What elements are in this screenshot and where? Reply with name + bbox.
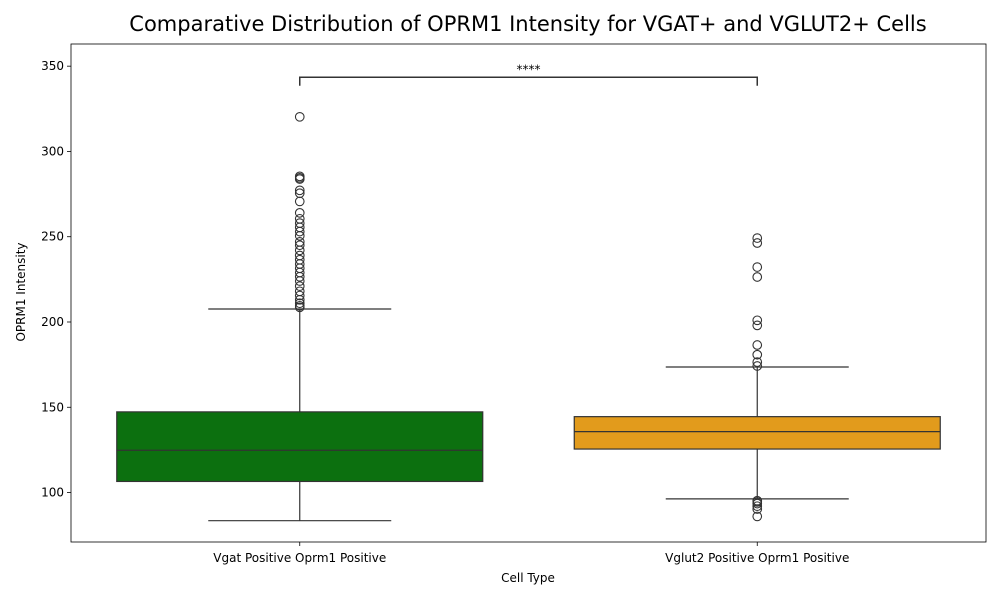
outlier-point (752, 238, 763, 248)
outlier-point (752, 233, 763, 243)
axes-frame (70, 43, 987, 543)
y-tick-label: 300 (41, 144, 64, 158)
outlier-point (294, 111, 305, 122)
significance-label: **** (517, 62, 541, 76)
outlier-point (752, 262, 763, 272)
outlier-point (294, 294, 305, 305)
outlier-point (752, 498, 763, 509)
outlier-point (294, 231, 305, 241)
outlier-point (294, 185, 305, 196)
x-axis-label: Cell Type (501, 571, 555, 585)
outlier-point (752, 340, 763, 350)
outlier-point (294, 290, 305, 301)
outlier-point (752, 361, 763, 371)
outlier-point (294, 174, 305, 184)
outlier-point (752, 349, 763, 360)
outlier-point (752, 272, 763, 282)
x-tick-label: Vglut2 Positive Oprm1 Positive (665, 551, 849, 565)
outlier-point (752, 511, 763, 522)
chart-title: Comparative Distribution of OPRM1 Intens… (129, 12, 926, 36)
y-tick-label: 200 (41, 315, 64, 329)
outlier-point (752, 315, 763, 326)
y-tick-label: 150 (41, 400, 64, 414)
box-iqr (573, 416, 941, 450)
outlier-point (294, 226, 305, 237)
box-iqr (116, 411, 484, 483)
outlier-point (294, 245, 305, 256)
outlier-point (752, 501, 763, 512)
outlier-point (294, 302, 305, 313)
outlier-point (752, 320, 763, 331)
outlier-point (752, 504, 763, 514)
y-tick-label: 250 (41, 230, 64, 244)
outlier-point (294, 298, 305, 309)
x-tick-label: Vgat Positive Oprm1 Positive (213, 551, 386, 565)
outlier-point (294, 276, 305, 286)
outlier-point (294, 281, 305, 292)
outlier-point (294, 196, 305, 207)
outlier-point (752, 357, 763, 367)
outlier-point (294, 271, 305, 282)
outlier-point (294, 240, 305, 251)
y-tick-label: 350 (41, 59, 64, 73)
y-axis-label: OPRM1 Intensity (14, 242, 28, 341)
significance-bracket (299, 76, 758, 86)
outlier-point (294, 207, 305, 218)
y-tick-label: 100 (41, 486, 64, 500)
